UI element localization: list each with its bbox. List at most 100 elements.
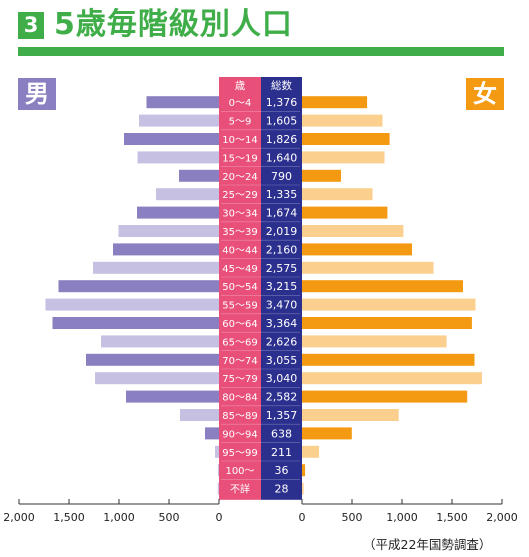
male-bar [205, 427, 219, 440]
male-bar [215, 445, 219, 458]
total-value-label: 638 [271, 427, 292, 440]
male-bar [137, 206, 219, 219]
total-value-label: 2,575 [266, 262, 298, 275]
age-group-label: 80～84 [222, 393, 257, 404]
total-value-label: 1,826 [266, 133, 298, 146]
female-bar [302, 409, 399, 421]
age-group-label: 5～9 [229, 117, 252, 128]
male-axis-tick-label: 500 [159, 511, 180, 524]
male-bar [146, 96, 219, 109]
total-column-header: 総数 [271, 79, 292, 92]
age-group-label: 70～74 [222, 356, 257, 367]
age-group-label: 100～ [225, 466, 254, 477]
female-axis-tick-label: 500 [342, 511, 363, 524]
age-column-header: 歳 [235, 80, 246, 92]
female-bar [302, 169, 341, 182]
male-bar [86, 353, 219, 366]
age-group-label: 45～49 [222, 264, 257, 275]
female-bar [302, 225, 404, 237]
age-group-label: 15～19 [222, 153, 257, 164]
total-value-label: 3,055 [266, 354, 298, 367]
female-bar [302, 133, 390, 145]
total-value-label: 3,470 [266, 299, 298, 312]
source-footnote: （平成22年国勢調査） [363, 537, 492, 552]
male-label-badge: 男 [18, 78, 56, 110]
male-axis-tick-label: 1,000 [103, 511, 135, 524]
total-value-label: 2,582 [266, 391, 298, 404]
female-bar [302, 188, 373, 201]
total-value-label: 28 [275, 483, 289, 496]
female-bar [302, 427, 352, 440]
male-bar [101, 335, 219, 348]
female-axis-tick-label: 1,000 [386, 511, 418, 524]
female-bar [302, 243, 412, 256]
age-column-background [219, 77, 261, 500]
male-bar [58, 280, 219, 293]
age-group-label: 20～24 [222, 172, 257, 183]
female-bar [302, 390, 468, 403]
female-bar [302, 298, 476, 311]
male-axis-tick-label: 2,000 [3, 511, 35, 524]
section-number-badge: 3 [18, 12, 44, 39]
male-bar [45, 298, 219, 311]
age-group-label: 0～4 [229, 98, 252, 109]
title-underline [18, 47, 504, 56]
female-bar [302, 151, 385, 164]
total-value-label: 1,640 [266, 151, 298, 164]
male-bar [139, 114, 219, 127]
male-bar [124, 133, 219, 145]
age-group-label: 10～14 [222, 135, 257, 146]
age-group-label: 75～79 [222, 374, 257, 385]
age-group-label: 25～29 [222, 190, 257, 201]
age-group-label: 50～54 [222, 282, 257, 293]
age-group-label: 60～64 [222, 319, 257, 330]
female-axis-tick-label: 1,500 [436, 511, 468, 524]
female-axis-tick-label: 0 [299, 511, 306, 524]
female-bar [302, 317, 472, 329]
total-value-label: 3,040 [266, 372, 298, 385]
female-bar [302, 353, 475, 366]
total-value-label: 2,019 [266, 225, 298, 238]
age-group-label: 95～99 [222, 448, 257, 459]
total-value-label: 1,674 [266, 207, 298, 220]
male-bar [126, 390, 219, 403]
female-bar [302, 96, 368, 109]
age-group-label: 65～69 [222, 337, 257, 348]
total-value-label: 1,376 [266, 96, 298, 109]
female-bar [302, 280, 463, 293]
female-bar [302, 464, 306, 477]
total-value-label: 2,160 [266, 243, 298, 256]
total-value-label: 3,364 [266, 317, 298, 330]
male-bar [118, 225, 219, 237]
age-group-label: 35～39 [222, 227, 257, 238]
male-bar [179, 169, 219, 182]
total-value-label: 1,357 [266, 409, 298, 422]
male-bar [113, 243, 219, 256]
female-label-badge: 女 [466, 78, 504, 110]
male-axis-tick-label: 1,500 [53, 511, 85, 524]
age-group-label: 90～94 [222, 429, 257, 440]
age-group-label: 40～44 [222, 245, 257, 256]
male-bar [180, 409, 219, 421]
total-value-label: 1,335 [266, 188, 298, 201]
page-title: 5歳毎階級別人口 [54, 7, 293, 42]
male-bar [52, 317, 219, 329]
total-column-background [261, 77, 302, 500]
header: 3 5歳毎階級別人口 [0, 0, 529, 60]
female-bar [302, 335, 447, 348]
total-value-label: 2,626 [266, 335, 298, 348]
total-value-label: 3,215 [266, 280, 298, 293]
female-bar [302, 372, 482, 385]
female-bar [302, 114, 383, 127]
age-group-label: 85～89 [222, 411, 257, 422]
male-axis-tick-label: 0 [216, 511, 223, 524]
male-bar [156, 188, 219, 201]
total-value-label: 1,605 [266, 115, 298, 128]
total-value-label: 790 [271, 170, 292, 183]
total-value-label: 211 [271, 446, 292, 459]
male-bar [218, 464, 219, 477]
male-bar [95, 372, 219, 385]
female-bar [302, 261, 434, 274]
female-bar [302, 445, 320, 458]
